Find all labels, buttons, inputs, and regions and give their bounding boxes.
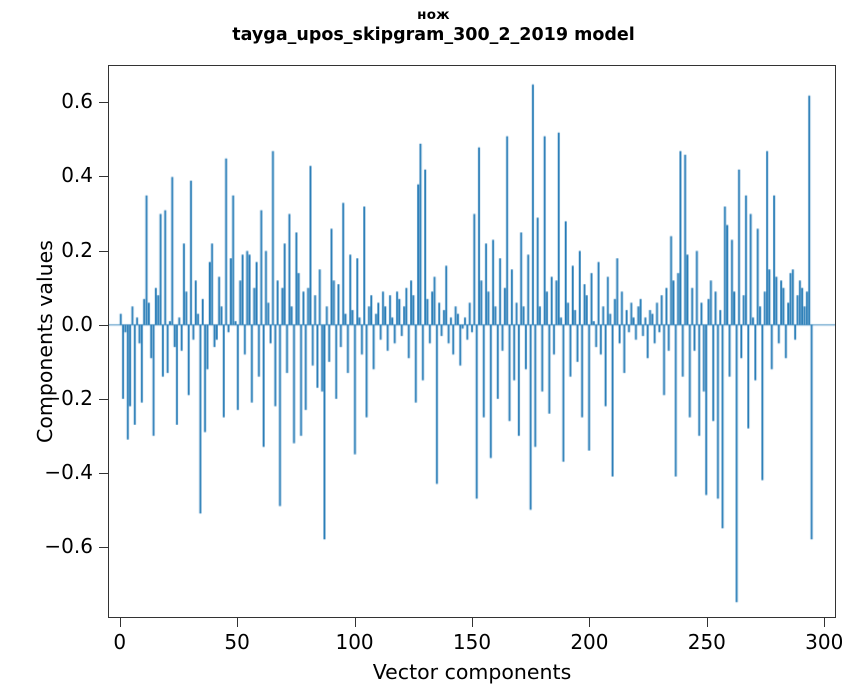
x-axis-tick-label: 150 <box>452 630 492 654</box>
x-axis-tick <box>472 618 473 627</box>
chart-title-word: нож <box>417 7 450 23</box>
x-axis-label: Vector components <box>372 660 572 684</box>
x-axis-tick <box>824 618 826 627</box>
x-axis-tick-label: 250 <box>687 630 726 654</box>
plot-axes <box>108 65 836 618</box>
y-axis-tick <box>99 399 108 401</box>
x-axis-tick-label: 100 <box>335 630 374 654</box>
y-axis-tick-label: −0.6 <box>44 534 93 559</box>
y-axis-tick-label: −0.4 <box>44 460 93 485</box>
x-axis-tick-label: 200 <box>570 630 609 654</box>
chart-title-model: tayga_upos_skipgram_300_2_2019 model <box>232 25 635 45</box>
x-axis-tick <box>237 618 239 627</box>
y-axis-tick <box>99 324 108 326</box>
y-axis-tick-label: 0.0 <box>61 311 93 336</box>
y-axis-tick <box>99 473 108 475</box>
x-axis-tick <box>119 618 121 627</box>
x-axis-tick-label: 0 <box>113 630 127 654</box>
y-axis-label: Components values <box>33 240 57 443</box>
y-axis-tick-label: −0.2 <box>44 386 93 411</box>
x-axis-tick <box>354 618 356 627</box>
x-axis-tick-label: 300 <box>805 630 844 654</box>
chart-title: нож tayga_upos_skipgram_300_2_2019 model <box>0 6 867 47</box>
bar-series-canvas <box>109 66 835 617</box>
x-axis-tick-label: 50 <box>224 630 250 654</box>
y-axis-tick-label: 0.4 <box>61 163 93 188</box>
x-axis-tick <box>706 618 708 627</box>
x-axis-tick <box>589 618 591 627</box>
y-axis-tick-label: 0.6 <box>61 89 93 114</box>
y-axis-tick <box>99 176 108 178</box>
y-axis-tick <box>99 102 108 104</box>
y-axis-tick-label: 0.2 <box>61 237 93 262</box>
y-axis-tick <box>99 250 108 252</box>
y-axis-tick <box>99 547 108 549</box>
